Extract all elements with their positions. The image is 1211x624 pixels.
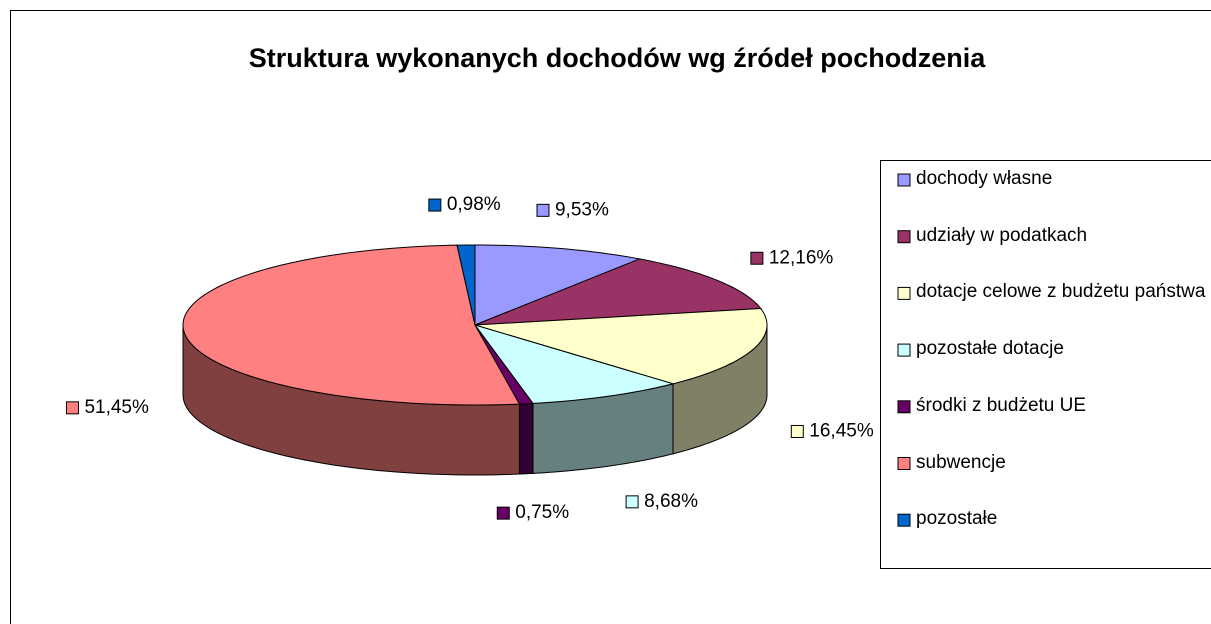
legend-label: dochody własne (916, 168, 1053, 189)
chart-title: Struktura wykonanych dochodów wg źródeł … (249, 43, 987, 73)
pie-slice (474, 307, 768, 385)
legend-item: udziały w podatkach (916, 224, 1088, 246)
legend-box (880, 160, 1211, 569)
legend-label: środki z budżetu UE (916, 394, 1087, 416)
legend-swatch (897, 343, 911, 357)
value-label: 12,16% (769, 247, 834, 268)
value-label: 0,98% (447, 194, 501, 215)
legend-item: środki z budżetu UE (916, 394, 1087, 416)
value-label-swatch (625, 495, 639, 509)
pie-slice (474, 258, 762, 326)
legend-label: pozostałe (916, 508, 998, 530)
legend-label: udziały w podatkach (916, 224, 1088, 246)
legend-item: subwencje (916, 451, 1006, 473)
pie-slice (182, 244, 521, 406)
pie-slice (473, 324, 675, 404)
value-label: 9,53% (555, 199, 609, 220)
legend-item: pozostałe (916, 508, 998, 530)
legend-swatch (897, 286, 911, 300)
legend-label: subwencje (916, 451, 1006, 473)
legend-item: dotacje celowe z budżetu państwa (916, 281, 1206, 303)
legend-swatch (897, 513, 911, 527)
legend-swatch (897, 400, 911, 414)
value-label-swatch (428, 198, 442, 212)
pie-side (518, 402, 534, 475)
value-label-swatch (496, 506, 510, 520)
pie-slice (474, 244, 642, 326)
value-label: 51,45% (84, 397, 149, 418)
value-label-swatch (65, 401, 79, 415)
legend-item: pozostałe dotacje (916, 338, 1064, 360)
value-label: 0,75% (515, 502, 569, 523)
legend-swatch (897, 173, 911, 187)
legend-label: dotacje celowe z budżetu państwa (916, 281, 1206, 303)
legend-swatch (897, 230, 911, 244)
value-label: 16,45% (809, 420, 874, 441)
pie-slice (456, 244, 476, 326)
value-label-swatch (790, 424, 804, 438)
legend-label: pozostałe dotacje (916, 338, 1064, 360)
legend-item: dochody własne (916, 168, 1053, 189)
value-label-swatch (750, 251, 764, 265)
value-label: 8,68% (644, 491, 698, 512)
legend-swatch (897, 457, 911, 470)
value-label-swatch (536, 203, 550, 217)
